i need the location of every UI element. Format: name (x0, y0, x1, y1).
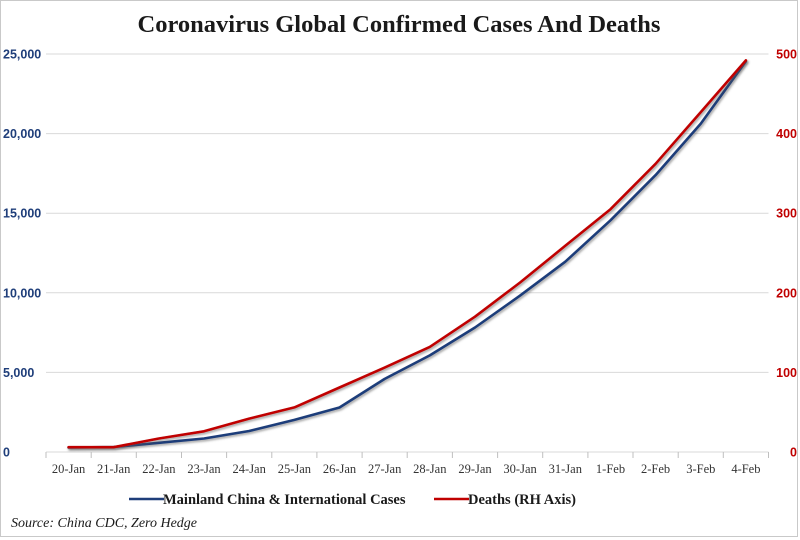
svg-text:21-Jan: 21-Jan (97, 462, 131, 476)
svg-text:0: 0 (790, 446, 797, 460)
svg-text:0: 0 (3, 446, 10, 460)
svg-text:5,000: 5,000 (3, 366, 34, 380)
svg-text:Mainland China & International: Mainland China & International Cases (163, 492, 406, 508)
svg-text:10,000: 10,000 (3, 286, 41, 300)
svg-text:27-Jan: 27-Jan (368, 462, 402, 476)
svg-text:24-Jan: 24-Jan (233, 462, 267, 476)
svg-text:28-Jan: 28-Jan (413, 462, 447, 476)
svg-text:500: 500 (776, 48, 797, 62)
svg-text:30-Jan: 30-Jan (503, 462, 537, 476)
svg-text:20-Jan: 20-Jan (52, 462, 86, 476)
svg-text:22-Jan: 22-Jan (142, 462, 176, 476)
svg-text:25,000: 25,000 (3, 48, 41, 62)
svg-text:400: 400 (776, 127, 797, 141)
svg-text:300: 300 (776, 207, 797, 221)
svg-text:15,000: 15,000 (3, 207, 41, 221)
svg-text:23-Jan: 23-Jan (187, 462, 221, 476)
svg-text:100: 100 (776, 366, 797, 380)
svg-text:20,000: 20,000 (3, 127, 41, 141)
svg-text:26-Jan: 26-Jan (323, 462, 357, 476)
svg-text:29-Jan: 29-Jan (458, 462, 492, 476)
svg-text:4-Feb: 4-Feb (731, 462, 760, 476)
svg-text:3-Feb: 3-Feb (686, 462, 715, 476)
svg-text:Deaths (RH Axis): Deaths (RH Axis) (468, 492, 576, 508)
svg-text:2-Feb: 2-Feb (641, 462, 670, 476)
svg-text:31-Jan: 31-Jan (549, 462, 583, 476)
svg-text:1-Feb: 1-Feb (596, 462, 625, 476)
svg-text:25-Jan: 25-Jan (278, 462, 312, 476)
svg-text:200: 200 (776, 286, 797, 300)
